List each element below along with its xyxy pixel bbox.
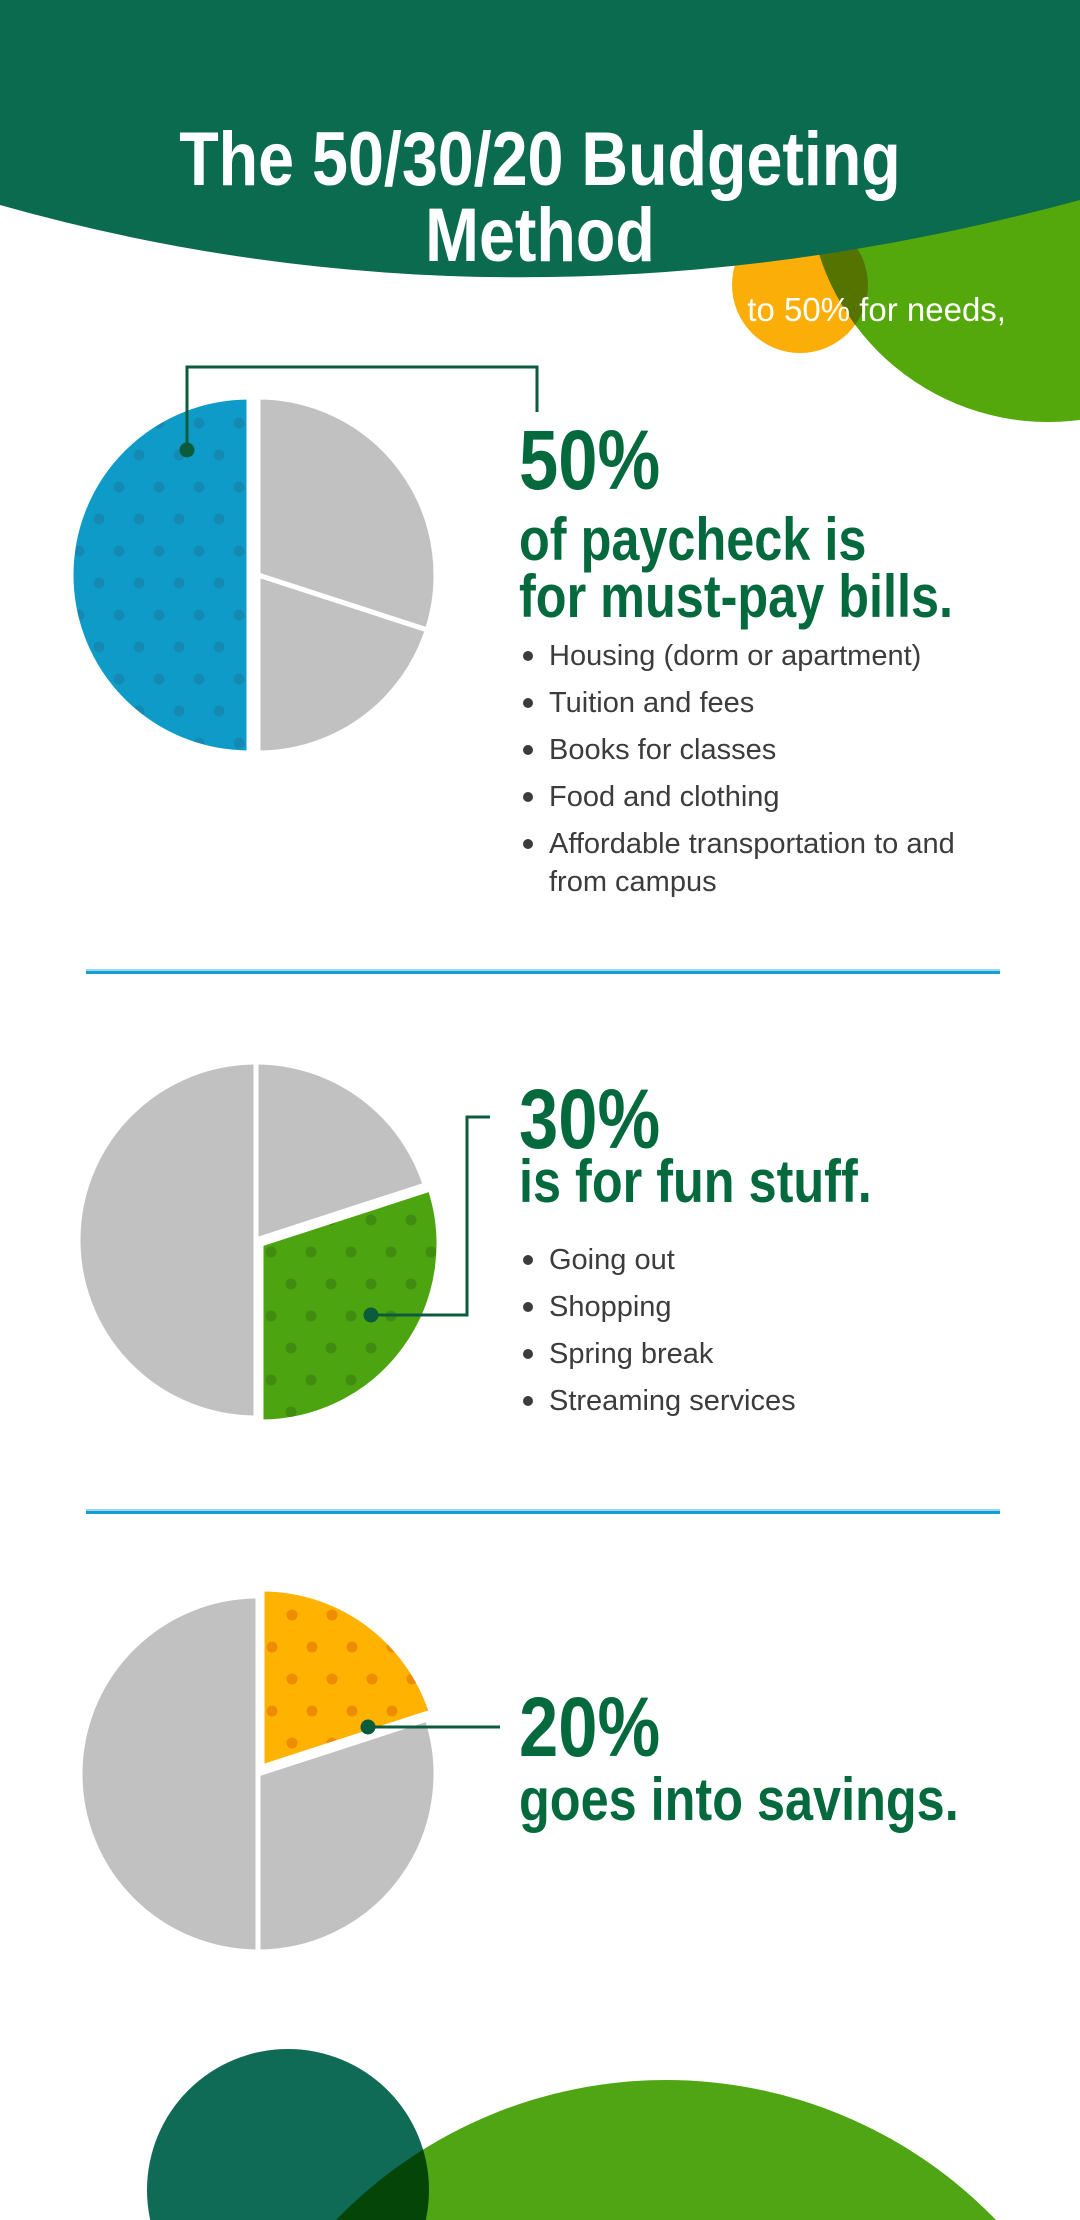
bullet-list-needs: Housing (dorm or apartment) Tuition and f… bbox=[511, 637, 991, 910]
pie-slice-wants bbox=[255, 1715, 439, 1955]
pie-slice-needs-highlighted bbox=[68, 394, 252, 756]
bullet-item: Tuition and fees bbox=[511, 684, 991, 722]
headline-savings: goes into savings. bbox=[519, 1766, 959, 1833]
pie-chart-savings-20 bbox=[77, 1586, 439, 1955]
page-title: The 50/30/20 Budgeting Method bbox=[179, 117, 901, 278]
headline-needs: of paycheck is for must-pay bills. bbox=[519, 506, 954, 630]
pie-slice-needs bbox=[77, 1593, 261, 1955]
header-curved-band bbox=[0, 0, 1080, 278]
bullet-item: Books for classes bbox=[511, 731, 991, 769]
pie-chart-needs-50 bbox=[68, 394, 439, 756]
percent-label-wants: 30% bbox=[519, 1072, 661, 1166]
bullet-item: Shopping bbox=[511, 1288, 991, 1326]
pie-slice-needs bbox=[75, 1059, 259, 1421]
bullet-item: Streaming services bbox=[511, 1382, 991, 1420]
page-subtitle: The 50/30/20 budgeting method breaks dow… bbox=[74, 291, 1006, 380]
section-divider-2 bbox=[86, 1509, 1000, 1514]
bullet-item: Affordable transportation to and from ca… bbox=[511, 825, 991, 901]
section-divider-1 bbox=[86, 969, 1000, 974]
percent-label-savings: 20% bbox=[519, 1680, 661, 1774]
headline-wants: is for fun stuff. bbox=[519, 1148, 872, 1215]
bullet-list-wants: Going out Shopping Spring break Streaming s… bbox=[511, 1241, 991, 1429]
percent-label-needs: 50% bbox=[519, 413, 661, 507]
pie-chart-wants-30 bbox=[75, 1059, 442, 1425]
bullet-item: Going out bbox=[511, 1241, 991, 1279]
pie-slice-savings bbox=[255, 571, 431, 756]
header-band-path bbox=[0, 0, 1080, 278]
bullet-item: Housing (dorm or apartment) bbox=[511, 637, 991, 675]
bullet-item: Food and clothing bbox=[511, 778, 991, 816]
bullet-item: Spring break bbox=[511, 1335, 991, 1373]
pie-slice-savings-highlighted bbox=[259, 1586, 435, 1771]
